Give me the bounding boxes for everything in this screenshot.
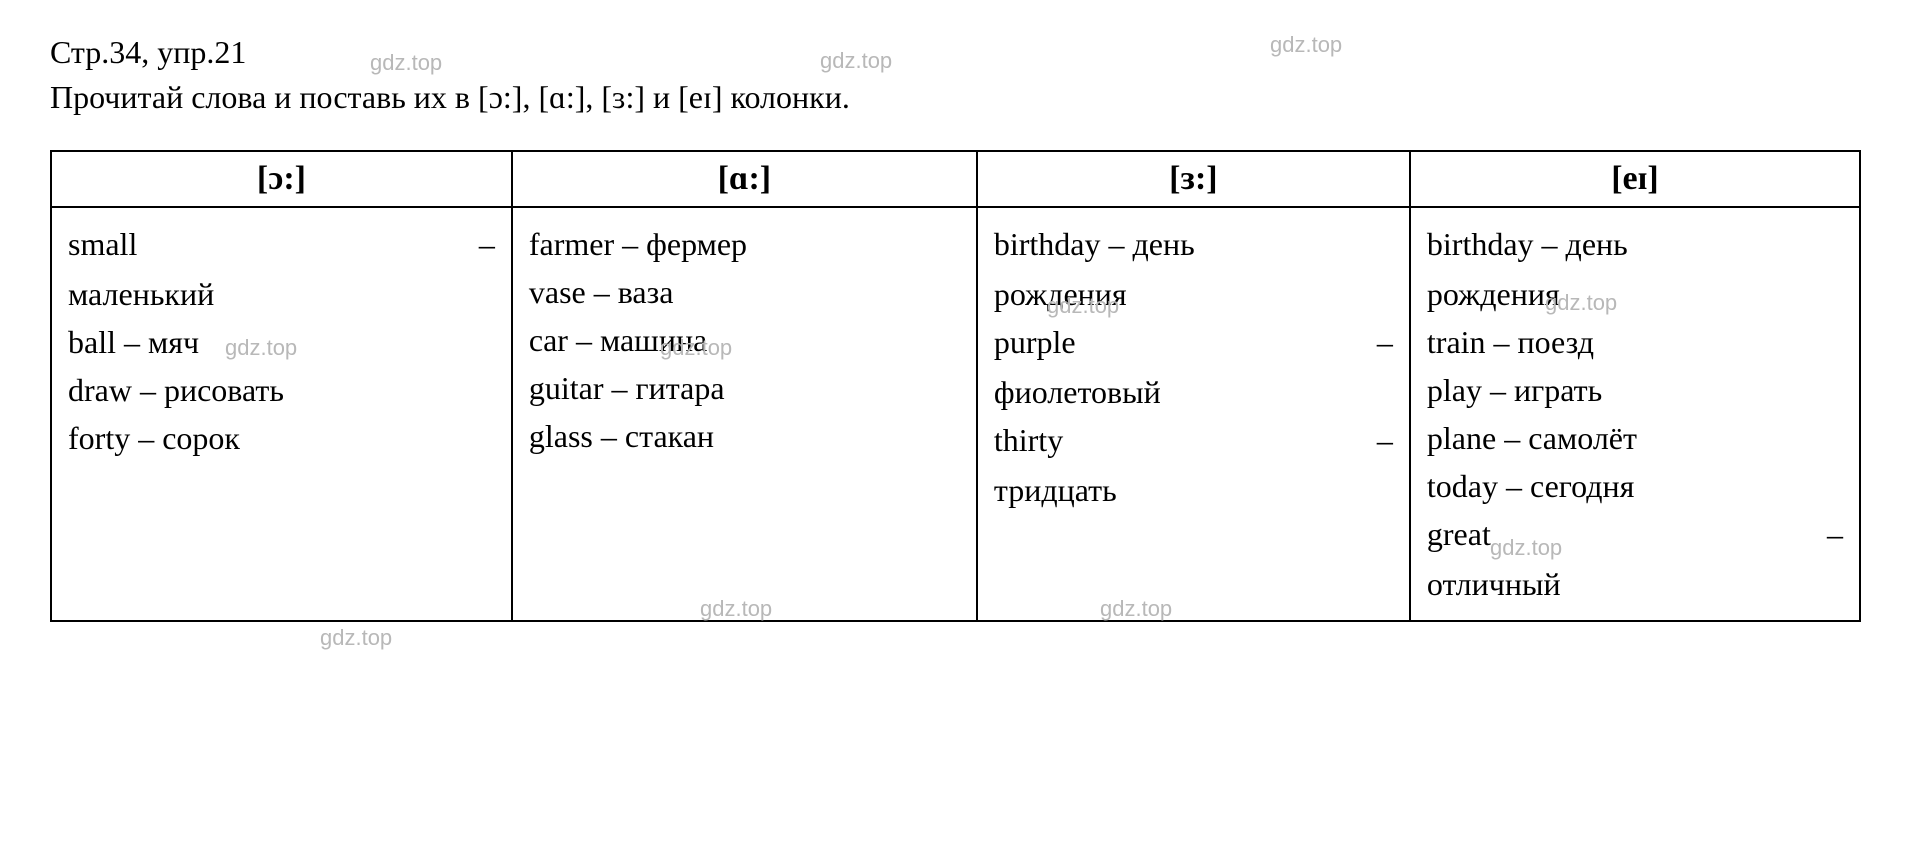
translation-text: маленький [68, 270, 495, 318]
phonetics-table: [ɔ:] [ɑ:] [ɜ:] [eɪ] small–маленькийball … [50, 150, 1861, 622]
dash-separator: – [1377, 318, 1393, 366]
word-entry: play – играть [1427, 366, 1843, 414]
cell-col-3: birthday – деньрожденияtrain – поездplay… [1410, 207, 1860, 621]
dash-separator: – [1827, 510, 1843, 558]
column-header-2: [ɜ:] [977, 151, 1410, 207]
word-entry: great – [1427, 510, 1843, 558]
translation-text: отличный [1427, 560, 1843, 608]
word-entry: today – сегодня [1427, 462, 1843, 510]
word-text: small [68, 220, 137, 268]
dash-separator: – [479, 220, 495, 268]
word-entry: forty – сорок [68, 414, 495, 462]
word-entry: guitar – гитара [529, 364, 960, 412]
cell-col-2: birthday – деньрожденияpurple –фиолетовый… [977, 207, 1410, 621]
column-header-1: [ɑ:] [512, 151, 977, 207]
translation-text: рождения [1427, 270, 1843, 318]
phonetics-table-container: [ɔ:] [ɑ:] [ɜ:] [eɪ] small–маленькийball … [50, 150, 1861, 622]
word-entry: draw – рисовать [68, 366, 495, 414]
word-entry: thirty – [994, 416, 1393, 464]
table-body-row: small–маленькийball – мячdraw – рисовать… [51, 207, 1860, 621]
word-text: purple [994, 318, 1076, 366]
watermark-text: gdz.top [320, 625, 392, 651]
table-header-row: [ɔ:] [ɑ:] [ɜ:] [eɪ] [51, 151, 1860, 207]
word-entry: car – машина [529, 316, 960, 364]
word-entry: small – [68, 220, 495, 268]
word-entry: birthday – день [1427, 220, 1843, 268]
translation-text: рождения [994, 270, 1393, 318]
word-entry: birthday – день [994, 220, 1393, 268]
word-text: birthday – день [1427, 220, 1628, 268]
word-entry: purple – [994, 318, 1393, 366]
word-entry: vase – ваза [529, 268, 960, 316]
word-text: great [1427, 510, 1491, 558]
word-entry: plane – самолёт [1427, 414, 1843, 462]
word-text: birthday – день [994, 220, 1195, 268]
cell-col-0: small –маленькийball – мячdraw – рисовать… [51, 207, 512, 621]
word-entry: ball – мяч [68, 318, 495, 366]
translation-text: фиолетовый [994, 368, 1393, 416]
word-entry: glass – стакан [529, 412, 960, 460]
header-section: Стр.34, упр.21 Прочитай слова и поставь … [50, 30, 1861, 120]
word-entry: train – поезд [1427, 318, 1843, 366]
page-title: Стр.34, упр.21 [50, 30, 1861, 75]
instruction-text: Прочитай слова и поставь их в [ɔ:], [ɑ:]… [50, 75, 1861, 120]
column-header-0: [ɔ:] [51, 151, 512, 207]
column-header-3: [eɪ] [1410, 151, 1860, 207]
dash-separator: – [1377, 416, 1393, 464]
word-entry: farmer – фермер [529, 220, 960, 268]
cell-col-1: farmer – фермерvase – вазаcar – машинаgu… [512, 207, 977, 621]
translation-text: тридцать [994, 466, 1393, 514]
word-text: thirty [994, 416, 1063, 464]
